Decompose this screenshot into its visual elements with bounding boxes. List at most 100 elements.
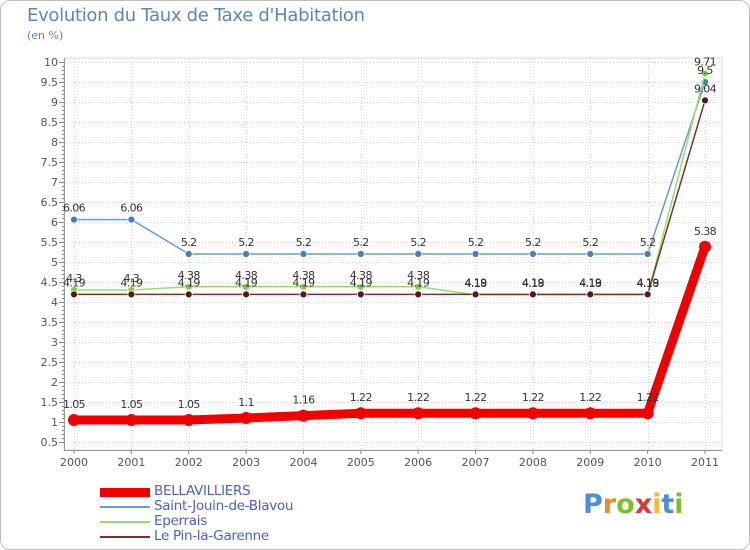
data-point (242, 250, 250, 258)
data-label: 4.3 (66, 272, 82, 285)
data-label: 4.19 (178, 276, 201, 289)
data-point (184, 290, 193, 299)
data-label: 4.38 (178, 269, 201, 282)
data-label: 4.18 (637, 277, 660, 290)
data-label: 5.2 (582, 236, 598, 249)
y-tick-label: 2.5 (41, 356, 59, 369)
data-point (356, 282, 365, 291)
data-point (356, 250, 365, 258)
data-point (699, 240, 711, 253)
chart-title: Evolution du Taux de Taxe d'Habitation (27, 5, 365, 26)
data-label: 4.19 (407, 276, 430, 289)
y-tick-label: 1 (51, 416, 58, 429)
data-label: 4.19 (522, 276, 545, 289)
y-tick-label: 5 (51, 256, 58, 269)
data-point (526, 407, 539, 420)
data-point (125, 414, 138, 426)
data-point (356, 290, 365, 299)
data-label: 4.18 (579, 277, 602, 290)
y-tick-label: 7.5 (41, 156, 59, 169)
legend-swatch (100, 536, 150, 538)
data-label: 4.19 (464, 276, 487, 289)
legend-label: Le Pin-la-Garenne (154, 528, 269, 544)
data-label: 4.18 (522, 277, 545, 290)
data-point (701, 96, 709, 105)
chart-unit-label: (en %) (27, 29, 64, 42)
y-tick-label: 8.5 (41, 116, 59, 129)
x-tick-label: 2007 (462, 456, 490, 469)
x-tick-label: 2001 (117, 456, 145, 469)
data-label: 5.2 (353, 236, 369, 249)
data-label: 1.05 (120, 398, 143, 411)
data-point (643, 250, 652, 258)
data-point (70, 215, 78, 224)
data-label: 4.19 (292, 276, 315, 289)
data-point (127, 215, 136, 224)
data-point (529, 290, 537, 299)
data-point (471, 290, 480, 299)
x-tick-label: 2000 (60, 456, 88, 469)
y-tick-label: 3.5 (41, 316, 59, 329)
logo-letter: i (652, 489, 662, 520)
x-tick-label: 2009 (576, 456, 604, 469)
data-point (184, 250, 193, 258)
data-label: 1.22 (637, 391, 659, 404)
data-label: 9.71 (694, 56, 716, 69)
y-tick-label: 5.5 (41, 236, 59, 249)
x-tick-label: 2003 (232, 456, 260, 469)
y-tick-label: 6.5 (41, 196, 59, 209)
data-point (242, 282, 250, 291)
x-tick-label: 2008 (519, 456, 547, 469)
data-point (297, 409, 310, 422)
data-label: 4.19 (579, 276, 602, 289)
data-label: 6.06 (63, 202, 86, 215)
data-label: 1.05 (178, 398, 201, 411)
data-point (701, 69, 709, 78)
x-tick-label: 2010 (634, 456, 662, 469)
data-label: 4.3 (124, 272, 140, 285)
x-tick-label: 2002 (175, 456, 203, 469)
logo-letter: o (616, 489, 635, 520)
x-tick-label: 2005 (347, 456, 375, 469)
data-label: 4.38 (235, 269, 258, 282)
data-label: 4.38 (292, 269, 315, 282)
logo-letter: t (661, 489, 675, 520)
x-tick-label: 2011 (691, 456, 719, 469)
y-tick-label: 9.5 (41, 76, 59, 89)
data-point (242, 290, 250, 299)
data-label: 9.5 (697, 64, 713, 77)
data-point (184, 282, 193, 291)
y-tick-label: 1.5 (41, 396, 59, 409)
data-point (70, 290, 78, 299)
y-tick-label: 6 (51, 216, 58, 229)
data-point (240, 412, 253, 424)
data-point (586, 290, 595, 299)
series-layer (68, 69, 711, 426)
series-line (73, 99, 706, 296)
data-label: 4.19 (637, 276, 660, 289)
legend-swatch (100, 521, 150, 523)
x-tick-label: 2006 (404, 456, 432, 469)
data-label: 1.22 (407, 391, 429, 404)
data-label: 5.2 (410, 236, 426, 249)
data-point (414, 290, 423, 299)
data-point (643, 290, 652, 299)
data-label: 5.2 (525, 236, 541, 249)
y-tick-label: 4 (51, 296, 58, 309)
data-label: 1.22 (350, 391, 372, 404)
data-label: 5.2 (238, 236, 254, 249)
data-point (299, 250, 308, 258)
data-point (354, 407, 367, 420)
y-tick-label: 10 (44, 56, 58, 69)
data-label: 6.06 (120, 202, 143, 215)
y-tick-label: 2 (51, 376, 58, 389)
label-layer: 6.06 6.06 5.2 5.2 5.2 5.2 5.2 5.2 5.2 5.2 5.2 9.5 4.… (63, 56, 717, 411)
data-label: 5.2 (181, 236, 197, 249)
data-label: 4.19 (350, 276, 373, 289)
data-point (469, 407, 482, 420)
data-point (68, 414, 80, 426)
data-label: 4.38 (350, 269, 373, 282)
y-tick-label: 8 (51, 136, 58, 149)
legend-swatch (100, 487, 150, 497)
